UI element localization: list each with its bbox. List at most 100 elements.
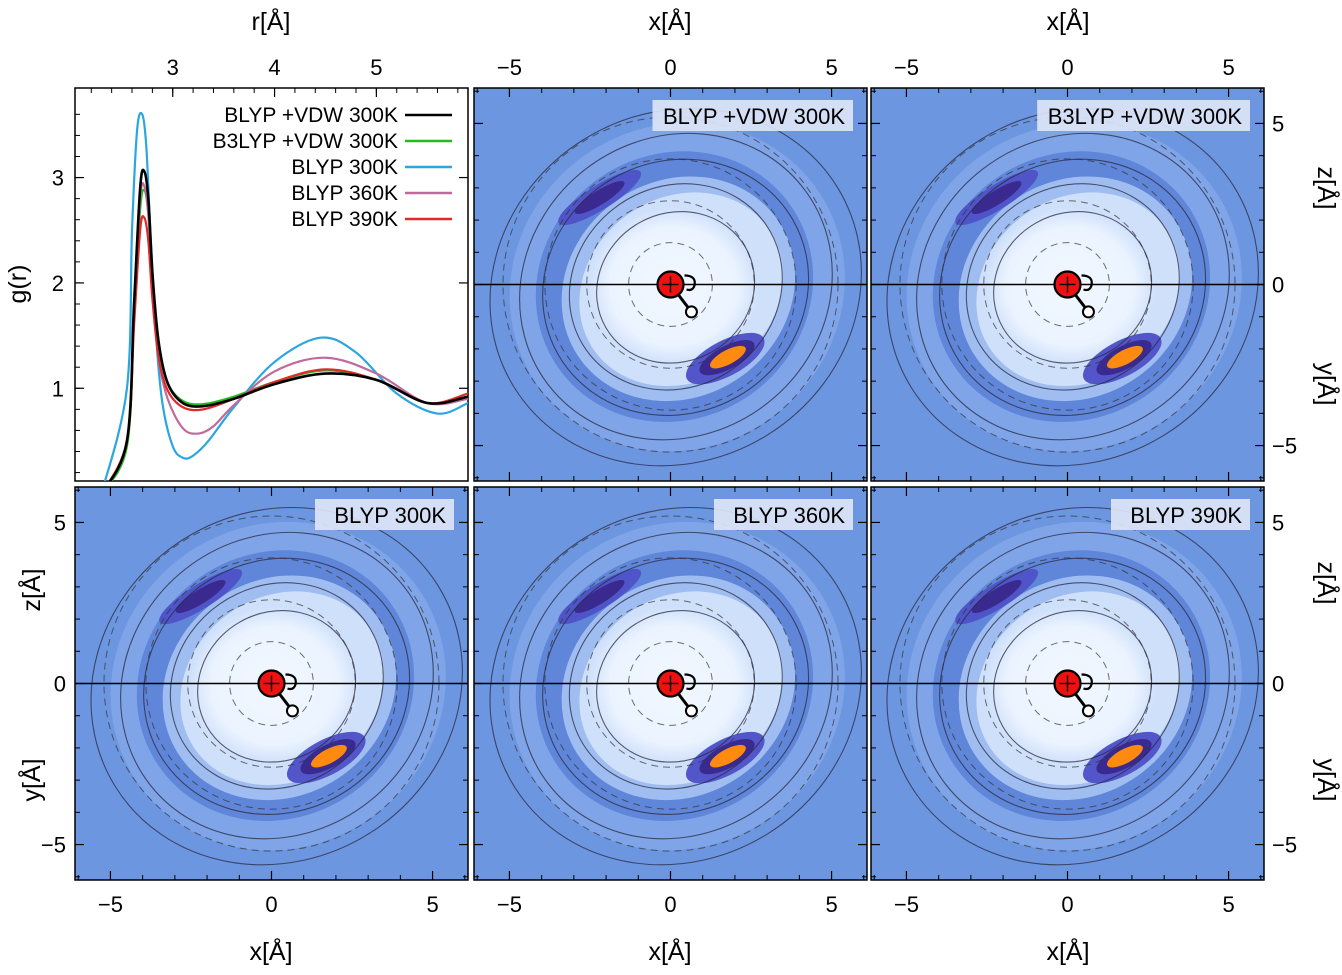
gr-series-line-2	[103, 111, 468, 481]
contour-line-3	[120, 531, 434, 840]
density-map-4: BLYP 390K −5 5 0 0 5 −5	[870, 486, 1297, 917]
map-title: BLYP 360K	[733, 503, 845, 528]
xtick-label-top: 5	[825, 55, 837, 80]
map-title-box	[1111, 499, 1250, 530]
lower-lobe-core	[709, 744, 746, 768]
xtick-label-bottom: −5	[98, 892, 123, 917]
map-title: BLYP 300K	[334, 503, 446, 528]
xtick-label-bottom: 5	[825, 892, 837, 917]
contour-line-2	[939, 158, 1207, 416]
gr-legend-label-1: B3LYP +VDW 300K	[213, 130, 398, 153]
ytick-label-right: −5	[1272, 434, 1297, 459]
zlabel-right-top: z[Å]	[1312, 166, 1342, 209]
ytick-label-right: 5	[1272, 111, 1284, 136]
contour-line-1	[169, 582, 384, 790]
ytick-label-right: 5	[1272, 510, 1284, 535]
xlabel-bottom-right: x[Å]	[1046, 936, 1089, 966]
ytick-label-right: 0	[1272, 672, 1284, 697]
gr-ticks: 3 4 5 1 2 3	[52, 55, 468, 474]
ytick-label-left: 0	[54, 672, 66, 697]
lower-lobe-core	[709, 345, 746, 369]
zlabel-left: z[Å]	[16, 568, 46, 611]
xlabel-top-middle: x[Å]	[648, 6, 691, 36]
xtick-label-top: 5	[1222, 55, 1234, 80]
contour-line-2	[542, 557, 810, 815]
gr-rtick-label: 5	[370, 55, 382, 80]
density-map-0: BLYP +VDW 300K −5 0 5	[473, 55, 868, 482]
gr-series-lines	[103, 111, 468, 481]
upper-lobe-core	[574, 580, 625, 614]
gr-rtick-label: 3	[167, 55, 179, 80]
zlabel-right-bottom: z[Å]	[1312, 561, 1342, 604]
xtick-label-top: 0	[664, 55, 676, 80]
xlabel-top-right: x[Å]	[1046, 6, 1089, 36]
lower-lobe-core	[1106, 345, 1143, 369]
hydrogen-atom	[285, 704, 299, 718]
ytick-label-left: −5	[41, 833, 66, 858]
axis-labels: x[Å] x[Å] x[Å] x[Å] x[Å] z[Å] y[Å] z[Å] …	[16, 6, 1342, 966]
xlabel-bottom-left: x[Å]	[249, 936, 292, 966]
map-title: B3LYP +VDW 300K	[1048, 104, 1243, 129]
gr-plot-frame	[74, 87, 469, 482]
xlabel-bottom-middle: x[Å]	[648, 936, 691, 966]
gr-series-line-0	[108, 168, 468, 481]
xtick-label-top: −5	[497, 55, 522, 80]
contour-line-4	[886, 506, 1259, 866]
hydrogen-bond-arc	[684, 673, 696, 691]
gr-series-line-4	[108, 215, 468, 481]
upper-lobe-core	[971, 181, 1022, 215]
xtick-label-top: −5	[894, 55, 919, 80]
xtick-label-bottom: 0	[265, 892, 277, 917]
map-title-box	[652, 100, 853, 131]
xtick-label-bottom: 5	[1222, 892, 1234, 917]
contour-line-4	[886, 107, 1259, 467]
contour-line-2	[143, 557, 411, 815]
map-title-box	[1037, 100, 1250, 131]
ylabel-right-bottom: y[Å]	[1312, 758, 1342, 801]
contour-line-1	[568, 183, 783, 391]
upper-lobe-core	[971, 580, 1022, 614]
map-title: BLYP 390K	[1130, 503, 1242, 528]
contour-line-1	[965, 183, 1180, 391]
hydrogen-atom	[1081, 704, 1095, 718]
xtick-label-bottom: 0	[1061, 892, 1073, 917]
xtick-label-bottom: 5	[426, 892, 438, 917]
hydrogen-bond-arc	[684, 274, 696, 292]
gr-legend: BLYP +VDW 300K B3LYP +VDW 300K BLYP 300K BL…	[213, 104, 452, 231]
lower-lobe-core	[1106, 744, 1143, 768]
gr-rtick-label: 4	[268, 55, 280, 80]
hydrogen-atom	[684, 305, 698, 319]
upper-lobe-core	[175, 580, 226, 614]
density-maps: BLYP +VDW 300K −5 0 5 B3LYP +VDW 300K −5 5 0 0 5 −…	[41, 55, 1297, 917]
hydrogen-bond-arc	[285, 673, 297, 691]
xtick-label-bottom: −5	[497, 892, 522, 917]
gr-ytick-label: 1	[52, 376, 64, 401]
ytick-label-left: 5	[54, 510, 66, 535]
gr-ytick-label: 3	[52, 166, 64, 191]
contour-line-3	[519, 132, 833, 441]
contour-line-3	[916, 531, 1230, 840]
hydrogen-atom	[684, 704, 698, 718]
density-map-2: BLYP 300K −5 5 0 0 5 −5	[41, 486, 469, 917]
contour-line-4	[489, 506, 862, 866]
gr-panel: 3 4 5 1 2 3 r[Å] g(r) BLYP +VDW 300K B3LYP +VD…	[4, 6, 469, 482]
hydrogen-atom	[1081, 305, 1095, 319]
density-map-3: BLYP 360K −5 0 5	[473, 486, 868, 917]
gr-legend-label-0: BLYP +VDW 300K	[224, 104, 398, 127]
contour-line-3	[519, 531, 833, 840]
upper-lobe-core	[574, 181, 625, 215]
ylabel-left: y[Å]	[16, 758, 46, 801]
hydrogen-bond-arc	[1081, 673, 1093, 691]
hydrogen-bond-arc	[1081, 274, 1093, 292]
gr-ylabel: g(r)	[4, 265, 32, 304]
gr-legend-label-2: BLYP 300K	[291, 156, 398, 179]
contour-line-4	[90, 506, 463, 866]
xtick-label-top: 0	[1061, 55, 1073, 80]
contour-line-1	[568, 582, 783, 790]
gr-ytick-label: 2	[52, 271, 64, 296]
map-title-box	[315, 499, 454, 530]
contour-line-2	[542, 158, 810, 416]
contour-line-2	[939, 557, 1207, 815]
xtick-label-bottom: −5	[894, 892, 919, 917]
